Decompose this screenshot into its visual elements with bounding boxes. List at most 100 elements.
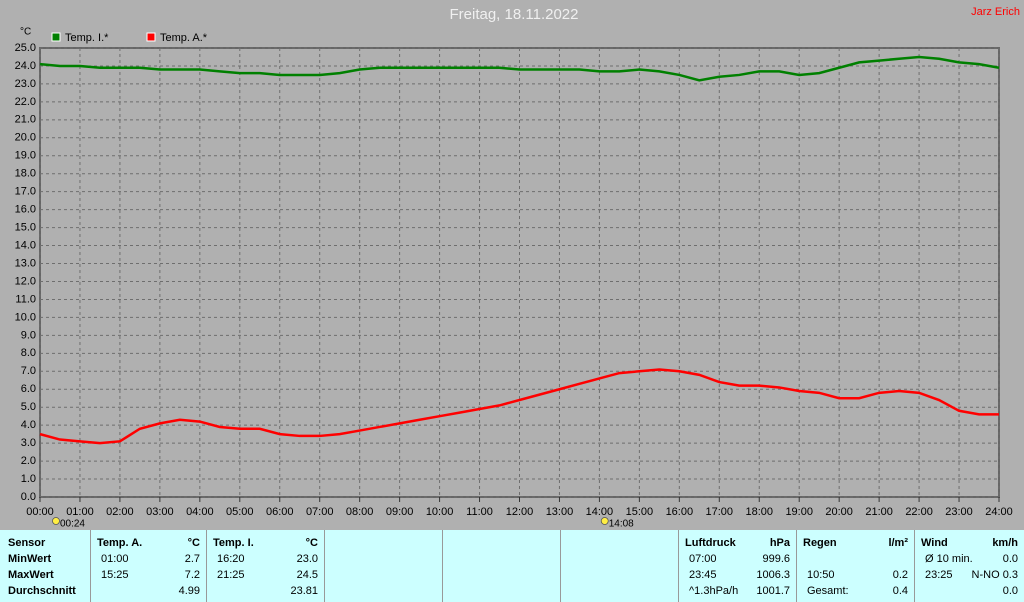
cell-value: N-NO 0.3 <box>971 569 1018 581</box>
y-tick-label: 19.0 <box>15 150 36 162</box>
y-tick-label: 24.0 <box>15 60 36 72</box>
cell-time: 21:25 <box>217 569 245 581</box>
block-unit: hPa <box>769 537 790 549</box>
x-tick-label: 08:00 <box>346 506 374 518</box>
series-line <box>39 55 1000 82</box>
y-tick-label: 11.0 <box>15 293 36 305</box>
y-tick-label: 3.0 <box>21 437 36 449</box>
x-tick-label: 22:00 <box>905 506 933 518</box>
y-tick-label: 22.0 <box>15 96 36 108</box>
empty-block <box>324 530 442 602</box>
y-tick-label: 16.0 <box>15 204 36 216</box>
marker-icon <box>52 517 60 525</box>
x-tick-label: 15:00 <box>626 506 654 518</box>
cell-value: 7.2 <box>184 569 200 581</box>
row-label: MaxWert <box>8 569 54 581</box>
cell-value: 1006.3 <box>756 569 790 581</box>
legend-swatch <box>51 32 61 42</box>
marker-label: 00:24 <box>60 519 85 530</box>
cell-value: 0.2 <box>892 569 908 581</box>
x-tick-label: 18:00 <box>745 506 773 518</box>
x-tick-label: 19:00 <box>785 506 813 518</box>
stats-block: Regen l/m² 10:50 0.2 Gesamt: 0.4 <box>796 530 914 602</box>
marker-icon <box>600 517 609 525</box>
cell-value: 1001.7 <box>756 585 790 597</box>
row-label: MinWert <box>8 553 52 565</box>
y-tick-label: 23.0 <box>15 78 36 90</box>
y-unit: °C <box>20 27 31 38</box>
y-tick-label: 17.0 <box>15 186 36 198</box>
x-tick-label: 11:00 <box>466 506 493 518</box>
cell-value: 0.0 <box>1002 553 1018 565</box>
chart-title: Freitag, 18.11.2022 <box>450 6 579 23</box>
row-label: Sensor <box>8 537 46 549</box>
block-unit: l/m² <box>888 537 908 549</box>
cell-value: 0.4 <box>892 585 908 597</box>
x-tick-label: 23:00 <box>945 506 973 518</box>
block-header: Luftdruck <box>685 537 736 549</box>
cell-time: 15:25 <box>101 569 129 581</box>
x-tick-label: 21:00 <box>865 506 893 518</box>
x-tick-label: 14:00 <box>586 506 614 518</box>
block-header: Wind <box>921 537 948 549</box>
cell-time: 01:00 <box>101 553 129 565</box>
cell-value: 999.6 <box>762 553 790 565</box>
x-tick-label: 17:00 <box>706 506 734 518</box>
y-tick-label: 14.0 <box>15 239 36 251</box>
block-header: Temp. I. <box>213 537 254 549</box>
y-tick-label: 0.0 <box>21 491 36 503</box>
row-label: Durchschnitt <box>8 585 76 597</box>
y-tick-label: 13.0 <box>15 257 36 269</box>
y-tick-label: 2.0 <box>21 455 36 467</box>
x-tick-label: 04:00 <box>186 506 214 518</box>
y-tick-label: 1.0 <box>21 473 36 485</box>
legend-label: Temp. I.* <box>65 32 109 44</box>
stats-block: Temp. A. °C 01:00 2.7 15:25 7.2 4.99 <box>90 530 206 602</box>
y-tick-label: 7.0 <box>21 365 36 377</box>
y-tick-label: 21.0 <box>15 114 36 126</box>
y-tick-label: 15.0 <box>15 222 36 234</box>
cell-time: 07:00 <box>689 553 717 565</box>
cell-time: 16:20 <box>217 553 245 565</box>
legend-label: Temp. A.* <box>160 32 208 44</box>
cell-value: 2.7 <box>184 553 200 565</box>
block-header: Temp. A. <box>97 537 143 549</box>
x-tick-label: 05:00 <box>226 506 254 518</box>
author: Jarz Erich <box>971 6 1020 18</box>
empty-block <box>442 530 560 602</box>
x-tick-label: 12:00 <box>506 506 534 518</box>
cell-value: 23.0 <box>296 553 318 565</box>
marker-label: 14:08 <box>609 519 634 530</box>
x-tick-label: 01:00 <box>66 506 94 518</box>
x-tick-label: 20:00 <box>825 506 853 518</box>
x-tick-label: 09:00 <box>386 506 414 518</box>
cell-time: 23:25 <box>925 569 953 581</box>
cell-time: 23:45 <box>689 569 717 581</box>
y-tick-label: 8.0 <box>21 347 36 359</box>
chart: Freitag, 18.11.2022 Jarz Erich °C 0.0 1.0… <box>14 5 1020 530</box>
y-tick-label: 20.0 <box>15 132 36 144</box>
y-tick-label: 9.0 <box>21 329 36 341</box>
empty-block <box>560 530 678 602</box>
series-line <box>39 368 999 445</box>
cell-value: 0.0 <box>1002 585 1018 597</box>
y-tick-label: 10.0 <box>15 311 36 323</box>
y-tick-label: 18.0 <box>15 168 36 180</box>
cell-time: ^1.3hPa/h <box>689 585 739 597</box>
cell-time: Gesamt: <box>807 585 849 597</box>
cell-value: 4.99 <box>178 585 200 597</box>
sensor-block: Sensor MinWert MaxWert Durchschnitt <box>0 530 90 602</box>
x-tick-label: 10:00 <box>426 506 454 518</box>
x-tick-label: 00:00 <box>26 506 54 518</box>
stats-block: Temp. I. °C 16:20 23.0 21:25 24.5 23.81 <box>206 530 324 602</box>
cell-time: 10:50 <box>807 569 835 581</box>
cell-time: Ø 10 min. <box>925 553 973 565</box>
block-unit: km/h <box>992 537 1018 549</box>
y-tick-label: 25.0 <box>15 42 36 54</box>
x-tick-label: 24:00 <box>985 506 1013 518</box>
legend-swatch <box>146 32 156 42</box>
y-tick-label: 4.0 <box>21 419 36 431</box>
x-tick-label: 13:00 <box>546 506 574 518</box>
stats-block: Wind km/h Ø 10 min. 0.0 23:25 N-NO 0.3 0.0 <box>914 530 1024 602</box>
